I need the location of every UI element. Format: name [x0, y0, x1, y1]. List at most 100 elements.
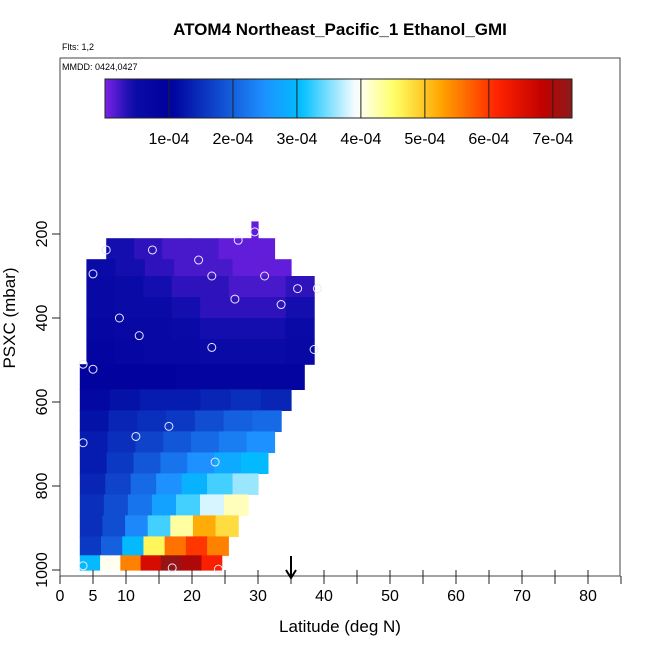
observation-point — [210, 457, 220, 467]
observation-point — [233, 235, 243, 245]
heatmap-cell — [171, 339, 201, 365]
heatmap-cell — [201, 555, 223, 571]
heatmap-cell — [101, 536, 123, 556]
heatmap-cell — [181, 555, 203, 571]
x-tick-label: 5 — [89, 588, 98, 605]
heatmap-cell — [162, 238, 191, 260]
dates-label: MMDD: 0424,0427 — [62, 62, 138, 72]
heatmap-cell — [105, 473, 132, 495]
heatmap-cell — [140, 389, 171, 411]
heatmap-cell — [115, 259, 146, 277]
heatmap-cell — [170, 515, 194, 537]
observation-point — [164, 421, 174, 431]
observation-point — [78, 359, 88, 369]
heatmap-cell — [260, 389, 292, 411]
heatmap-cell — [285, 339, 315, 365]
heatmap-cell — [285, 318, 315, 340]
heatmap-cell — [191, 431, 220, 453]
colorbar-tick-label: 2e-04 — [212, 131, 253, 148]
heatmap-cell — [114, 339, 144, 365]
y-tick-label: 800 — [34, 473, 51, 500]
heatmap-cell — [241, 452, 269, 474]
heatmap-cell — [127, 494, 153, 516]
heatmap-cell — [160, 555, 182, 571]
observation-point — [88, 364, 98, 374]
observation-point — [276, 300, 286, 310]
observation-point — [250, 227, 260, 237]
heatmap-cell — [218, 238, 248, 260]
observation-point — [134, 331, 144, 341]
heatmap-cell — [257, 297, 287, 319]
heatmap-cell — [86, 276, 116, 298]
heatmap-cell — [135, 431, 164, 453]
observation-point — [114, 313, 124, 323]
heatmap-cell — [272, 364, 305, 390]
x-tick-label: 70 — [513, 588, 531, 605]
heatmap-cell — [207, 473, 234, 495]
heatmap-cell — [143, 276, 173, 298]
heatmap-cell — [133, 452, 162, 474]
observation-point — [260, 271, 270, 281]
heatmap-cell — [147, 515, 171, 537]
heatmap-cell — [111, 364, 145, 390]
heatmap-cell — [224, 494, 249, 516]
heatmap-cell — [79, 515, 104, 537]
observation-point — [309, 345, 319, 354]
heatmap-cell — [86, 318, 116, 340]
colorbar-tick-label: 5e-04 — [404, 131, 445, 148]
colorbar-tick-label: 1e-04 — [149, 131, 190, 148]
heatmap-cell — [175, 364, 209, 390]
x-tick-label: 30 — [249, 588, 267, 605]
heatmap-cell — [79, 494, 105, 516]
observation-point — [78, 438, 88, 448]
observation-point — [312, 284, 322, 294]
colorbar-tick-label: 6e-04 — [468, 131, 509, 148]
heatmap-cell — [200, 389, 232, 411]
heatmap-cell — [240, 364, 273, 390]
heatmap-cell — [228, 318, 258, 340]
heatmap-cell — [143, 318, 173, 340]
heatmap-cell — [107, 431, 137, 453]
colorbar: 1e-04 2e-04 3e-04 4e-04 5e-04 6e-04 7e-04 — [104, 78, 573, 148]
heatmap-cell — [143, 339, 173, 365]
heatmap-cell — [261, 259, 292, 277]
heatmap-cell — [257, 276, 287, 298]
observation-point — [78, 561, 88, 571]
x-tick-label: 80 — [579, 588, 597, 605]
heatmap-cell — [252, 410, 282, 432]
heatmap-cell — [114, 276, 144, 298]
heatmap-cell — [86, 259, 117, 277]
heatmap-cell — [100, 555, 121, 571]
heatmap-cell — [251, 221, 259, 239]
heatmap-cell — [130, 473, 157, 495]
observation-point — [88, 269, 98, 279]
heatmap-cell — [79, 555, 101, 571]
heatmap-cell — [200, 494, 225, 516]
heatmap-cell — [228, 297, 258, 319]
heatmap-cell — [218, 431, 248, 453]
heatmap-cell — [143, 536, 166, 556]
heatmap-cell — [208, 364, 241, 390]
observation-point — [147, 245, 157, 255]
heatmap-cell — [151, 494, 177, 516]
plot-area — [78, 221, 322, 574]
heatmap-cell — [156, 473, 183, 495]
heatmap-cell — [160, 452, 188, 474]
heatmap-cell — [120, 555, 142, 571]
heatmap-cell — [171, 318, 201, 340]
heatmap-cell — [200, 339, 230, 365]
heatmap-cell — [171, 276, 201, 298]
heatmap-cell — [223, 410, 253, 432]
x-axis-label: Latitude (deg N) — [279, 617, 401, 636]
chart-title: ATOM4 Northeast_Pacific_1 Ethanol_GMI — [173, 20, 507, 39]
observation-point — [101, 245, 111, 255]
observation-point — [194, 255, 204, 265]
heatmap-cell — [79, 452, 108, 474]
heatmap-cell — [230, 389, 262, 411]
colorbar-tick-label: 4e-04 — [340, 131, 381, 148]
heatmap-cell — [163, 431, 192, 453]
heatmap-cell — [109, 389, 141, 411]
heatmap-cell — [122, 536, 145, 556]
heatmap-cell — [207, 536, 229, 556]
